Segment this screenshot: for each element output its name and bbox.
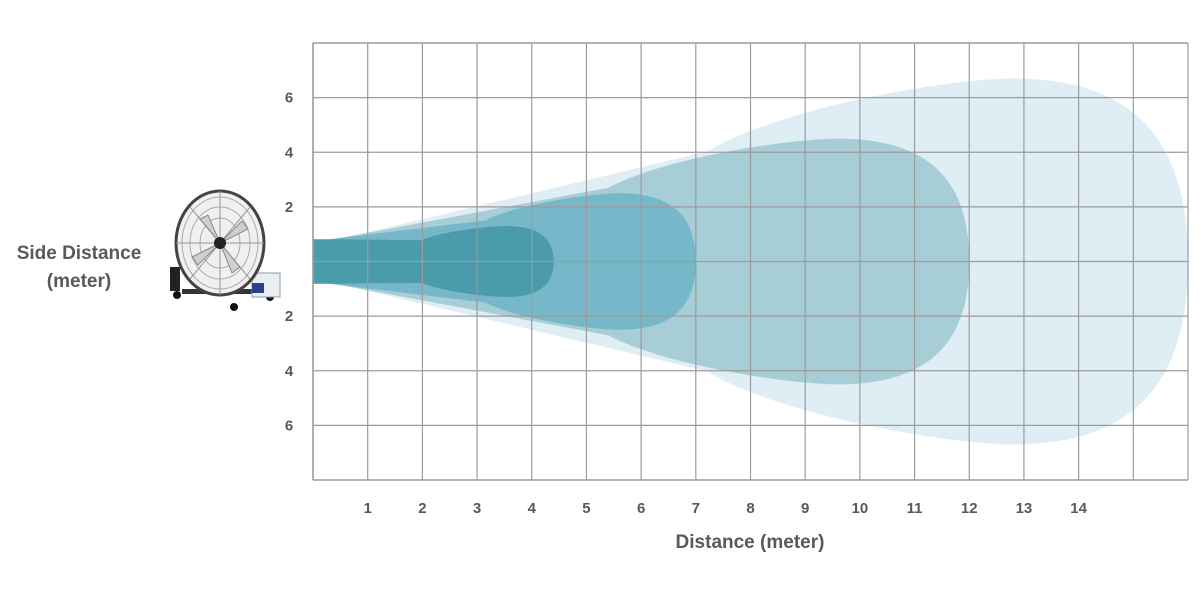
x-tick-label: 5	[582, 500, 590, 517]
y-tick-label-top: 2	[285, 199, 293, 216]
x-tick-label: 1	[364, 500, 372, 517]
x-tick-label: 3	[473, 500, 481, 517]
x-tick-label: 14	[1070, 500, 1087, 517]
x-tick-label: 7	[692, 500, 700, 517]
x-tick-label: 10	[852, 500, 869, 517]
x-tick-label: 13	[1016, 500, 1033, 517]
y-tick-label-bottom: 2	[285, 308, 293, 325]
x-tick-label: 11	[907, 500, 923, 517]
x-tick-label: 2	[418, 500, 426, 517]
y-tick-label-bottom: 4	[285, 363, 294, 380]
fan-icon	[170, 189, 281, 311]
y-axis-title: Side Distance (meter)	[4, 240, 154, 296]
x-tick-label: 12	[961, 500, 978, 517]
x-tick-label: 4	[528, 500, 537, 517]
x-axis-title: Distance (meter)	[675, 532, 825, 553]
y-tick-label-top: 4	[285, 144, 294, 161]
y-axis-title-line2: (meter)	[46, 271, 112, 292]
y-tick-label-top: 6	[285, 90, 293, 107]
x-tick-label: 8	[746, 500, 754, 517]
x-tick-label: 6	[637, 500, 645, 517]
x-tick-label: 9	[801, 500, 809, 517]
y-tick-label-bottom: 6	[285, 417, 293, 434]
y-axis-title-line1: Side Distance	[16, 243, 142, 264]
grid	[312, 42, 1189, 481]
